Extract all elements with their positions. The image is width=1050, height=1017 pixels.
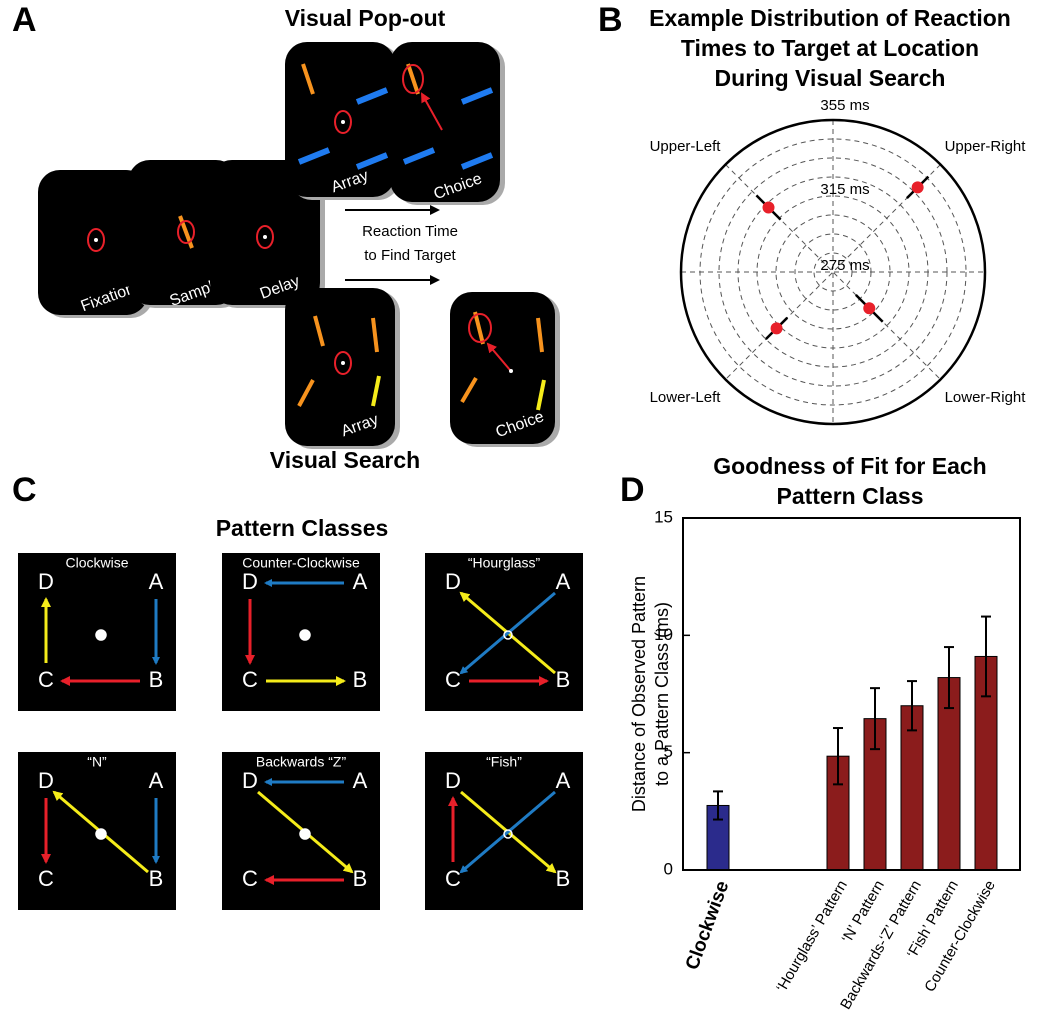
grid-spoke xyxy=(725,164,941,380)
corner-label: C xyxy=(445,667,461,692)
panel-label: A xyxy=(12,1,37,39)
center-dot xyxy=(299,629,311,641)
pattern-square: “Hourglass” D A C B xyxy=(425,553,583,711)
corner-label: C xyxy=(242,667,258,692)
plot-frame xyxy=(682,517,1021,871)
corner-label: D xyxy=(445,569,461,594)
data-point xyxy=(762,201,775,214)
data-point xyxy=(770,322,783,335)
y-tick-label: 10 xyxy=(654,625,673,644)
r-tick-label: 275 ms xyxy=(820,257,869,274)
data-point xyxy=(863,302,876,315)
panel-label: B xyxy=(598,1,623,39)
polar-frame xyxy=(679,118,987,426)
pattern-square: Clockwise D A C B xyxy=(18,553,176,711)
center-dot xyxy=(299,828,311,840)
corner-label: C xyxy=(445,866,461,891)
arrow-label: Reaction Time xyxy=(362,223,458,240)
y-axis-label: Distance of Observed Pattern xyxy=(629,576,649,812)
corner-label: B xyxy=(149,866,164,891)
corner-label: A xyxy=(353,768,368,793)
corner-label: D xyxy=(38,569,54,594)
corner-label: A xyxy=(556,768,571,793)
title: Visual Pop-out xyxy=(285,5,446,31)
chart-title: Example Distribution of Reaction xyxy=(649,5,1011,31)
chart-title: Pattern Class xyxy=(776,483,923,509)
square-bg xyxy=(425,553,583,711)
corner-label: C xyxy=(38,866,54,891)
panel-label: D xyxy=(620,471,645,509)
corner-label: D xyxy=(242,569,258,594)
direction-label: Upper-Left xyxy=(650,138,722,155)
corner-label: D xyxy=(242,768,258,793)
corner-label: B xyxy=(556,667,571,692)
corner-label: D xyxy=(38,768,54,793)
y-tick-label: 5 xyxy=(664,742,673,761)
screen: Array xyxy=(285,42,400,200)
chart-title: Goodness of Fit for Each xyxy=(713,453,986,479)
corner-label: A xyxy=(149,768,164,793)
x-tick-label: Clockwise xyxy=(682,878,734,973)
corner-label: C xyxy=(242,866,258,891)
center-dot xyxy=(503,829,513,839)
corner-label: B xyxy=(353,667,368,692)
pattern-title: “Hourglass” xyxy=(468,555,541,571)
corner-label: B xyxy=(149,667,164,692)
corner-label: B xyxy=(556,866,571,891)
r-tick-label: 315 ms xyxy=(820,181,869,198)
chart-title: During Visual Search xyxy=(715,65,946,91)
arrow-label: to Find Target xyxy=(364,247,456,264)
center-dot xyxy=(503,630,513,640)
corner-label: A xyxy=(556,569,571,594)
corner-label: A xyxy=(149,569,164,594)
data-point xyxy=(911,181,924,194)
arrow xyxy=(459,591,556,675)
corner-label: C xyxy=(38,667,54,692)
pattern-title: Backwards “Z” xyxy=(256,754,347,770)
title: Pattern Classes xyxy=(216,515,389,541)
direction-label: Lower-Right xyxy=(945,389,1027,406)
direction-label: Lower-Left xyxy=(650,389,722,406)
y-axis-label: to a Pattern Class (ms) xyxy=(652,602,672,786)
center-dot xyxy=(95,629,107,641)
corner-label: B xyxy=(353,866,368,891)
title: Visual Search xyxy=(270,447,420,473)
screen: Delay xyxy=(210,160,325,308)
y-tick-label: 15 xyxy=(654,507,673,526)
corner-label: D xyxy=(445,768,461,793)
grid-spoke xyxy=(725,164,941,380)
arrow xyxy=(459,790,556,874)
screen: Choice xyxy=(390,42,505,205)
pattern-square: “N” D A C B xyxy=(18,752,176,910)
square-bg xyxy=(425,752,583,910)
x-tick-label: Counter-Clockwise xyxy=(921,877,999,995)
pattern-title: “Fish” xyxy=(486,754,522,770)
y-tick-label: 0 xyxy=(664,859,673,878)
screen: Array xyxy=(285,288,400,449)
r-tick-label: 355 ms xyxy=(820,97,869,114)
screen: Fixation xyxy=(38,170,153,318)
pattern-title: Counter-Clockwise xyxy=(242,555,360,571)
panel-label: C xyxy=(12,471,37,509)
chart-title: Times to Target at Location xyxy=(681,35,979,61)
pattern-square: Backwards “Z”D A C B xyxy=(222,752,380,910)
direction-label: Upper-Right xyxy=(945,138,1027,155)
screen: Choice xyxy=(450,292,560,447)
pattern-title: “N” xyxy=(87,754,107,770)
corner-label: A xyxy=(353,569,368,594)
center-dot xyxy=(95,828,107,840)
pattern-square: “Fish” D A C B xyxy=(425,752,583,910)
pattern-title: Clockwise xyxy=(65,555,128,571)
